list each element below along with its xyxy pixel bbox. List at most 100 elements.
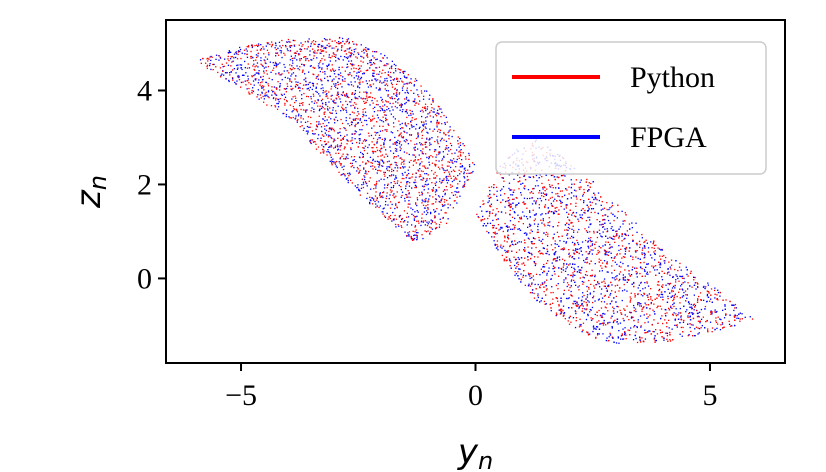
scatter-point-upper xyxy=(267,66,269,68)
scatter-point-upper xyxy=(421,137,423,139)
scatter-point-upper xyxy=(416,239,418,241)
scatter-point-upper xyxy=(428,155,430,158)
scatter-point-lower xyxy=(582,276,584,278)
scatter-point-lower xyxy=(499,228,501,230)
scatter-point-upper xyxy=(428,98,430,100)
scatter-point-lower xyxy=(622,256,625,258)
scatter-point-upper xyxy=(418,191,420,194)
scatter-point-upper xyxy=(452,162,454,164)
scatter-point-upper xyxy=(445,176,447,178)
scatter-point-lower xyxy=(660,296,662,298)
scatter-point-upper xyxy=(391,174,393,176)
scatter-point-upper xyxy=(335,83,337,85)
scatter-point-upper xyxy=(396,77,398,79)
scatter-point-upper xyxy=(379,71,381,73)
scatter-point-upper xyxy=(413,92,415,94)
scatter-point-upper xyxy=(401,177,403,180)
scatter-point-upper xyxy=(279,49,281,52)
scatter-point-lower xyxy=(603,295,606,297)
scatter-point-upper xyxy=(403,177,405,180)
scatter-point-lower xyxy=(574,300,577,302)
scatter-point-lower xyxy=(560,271,563,273)
scatter-point-lower xyxy=(488,197,490,199)
scatter-point-lower xyxy=(565,278,567,280)
scatter-point-upper xyxy=(260,59,262,62)
scatter-point-upper xyxy=(429,178,431,180)
scatter-point-lower xyxy=(560,248,562,251)
scatter-point-upper xyxy=(373,70,375,72)
scatter-point-lower xyxy=(669,274,671,276)
scatter-point-lower xyxy=(596,311,598,313)
scatter-point-upper xyxy=(318,63,320,65)
scatter-point-upper xyxy=(334,161,337,163)
scatter-point-upper xyxy=(389,71,392,74)
scatter-point-upper xyxy=(400,144,403,146)
scatter-point-upper xyxy=(302,44,304,46)
scatter-point-upper xyxy=(434,198,437,200)
scatter-point-lower xyxy=(543,232,545,234)
scatter-point-lower xyxy=(593,295,595,297)
scatter-point-upper xyxy=(443,133,445,135)
scatter-point-lower xyxy=(558,303,560,306)
scatter-point-upper xyxy=(399,157,401,159)
scatter-point-upper xyxy=(451,135,453,138)
scatter-point-lower xyxy=(613,297,615,299)
scatter-point-lower xyxy=(687,275,689,277)
scatter-point-upper xyxy=(455,166,457,168)
scatter-point-upper xyxy=(225,62,228,64)
scatter-point-upper xyxy=(330,161,333,163)
scatter-point-lower xyxy=(734,303,737,306)
scatter-point-upper xyxy=(454,170,456,172)
scatter-point-lower xyxy=(649,314,651,316)
scatter-point-upper xyxy=(371,203,374,205)
scatter-point-lower xyxy=(593,279,596,282)
scatter-point-upper xyxy=(280,47,282,49)
scatter-point-upper xyxy=(426,156,428,159)
scatter-point-upper xyxy=(432,101,434,103)
scatter-point-upper xyxy=(379,192,381,194)
scatter-point-upper xyxy=(351,133,353,135)
scatter-point-lower xyxy=(657,322,659,324)
scatter-point-lower xyxy=(596,219,598,221)
scatter-point-upper xyxy=(380,99,383,102)
scatter-point-lower xyxy=(635,273,638,275)
scatter-point-lower xyxy=(507,204,510,207)
scatter-point-lower xyxy=(504,193,506,195)
scatter-point-upper xyxy=(302,109,305,111)
scatter-point-upper xyxy=(366,91,368,94)
scatter-point-lower xyxy=(543,266,546,268)
scatter-point-upper xyxy=(257,52,259,55)
scatter-point-upper xyxy=(467,179,469,181)
scatter-point-lower xyxy=(567,237,569,240)
scatter-point-lower xyxy=(654,269,656,271)
scatter-point-lower xyxy=(706,293,709,296)
scatter-point-lower xyxy=(616,275,618,277)
scatter-point-upper xyxy=(431,203,433,205)
scatter-point-upper xyxy=(414,80,416,82)
scatter-point-upper xyxy=(414,104,416,106)
scatter-point-lower xyxy=(636,326,638,329)
scatter-point-lower xyxy=(524,264,526,266)
scatter-point-lower xyxy=(588,247,590,249)
scatter-point-upper xyxy=(422,124,424,126)
scatter-point-lower xyxy=(695,288,697,290)
scatter-point-upper xyxy=(336,119,339,122)
scatter-point-lower xyxy=(633,281,635,284)
scatter-point-upper xyxy=(395,203,397,205)
scatter-point-lower xyxy=(628,279,630,281)
scatter-point-upper xyxy=(271,86,273,88)
scatter-point-upper xyxy=(390,150,392,152)
scatter-point-lower xyxy=(548,210,551,212)
scatter-point-lower xyxy=(520,281,522,283)
scatter-point-upper xyxy=(393,126,395,128)
scatter-point-upper xyxy=(296,109,298,112)
scatter-point-upper xyxy=(316,124,318,126)
scatter-point-upper xyxy=(300,115,302,117)
scatter-point-upper xyxy=(322,45,324,47)
scatter-point-lower xyxy=(579,277,581,279)
scatter-point-lower xyxy=(623,283,625,286)
scatter-point-upper xyxy=(314,50,316,52)
scatter-point-lower xyxy=(533,262,536,264)
scatter-point-lower xyxy=(653,244,656,247)
scatter-point-upper xyxy=(316,91,318,93)
